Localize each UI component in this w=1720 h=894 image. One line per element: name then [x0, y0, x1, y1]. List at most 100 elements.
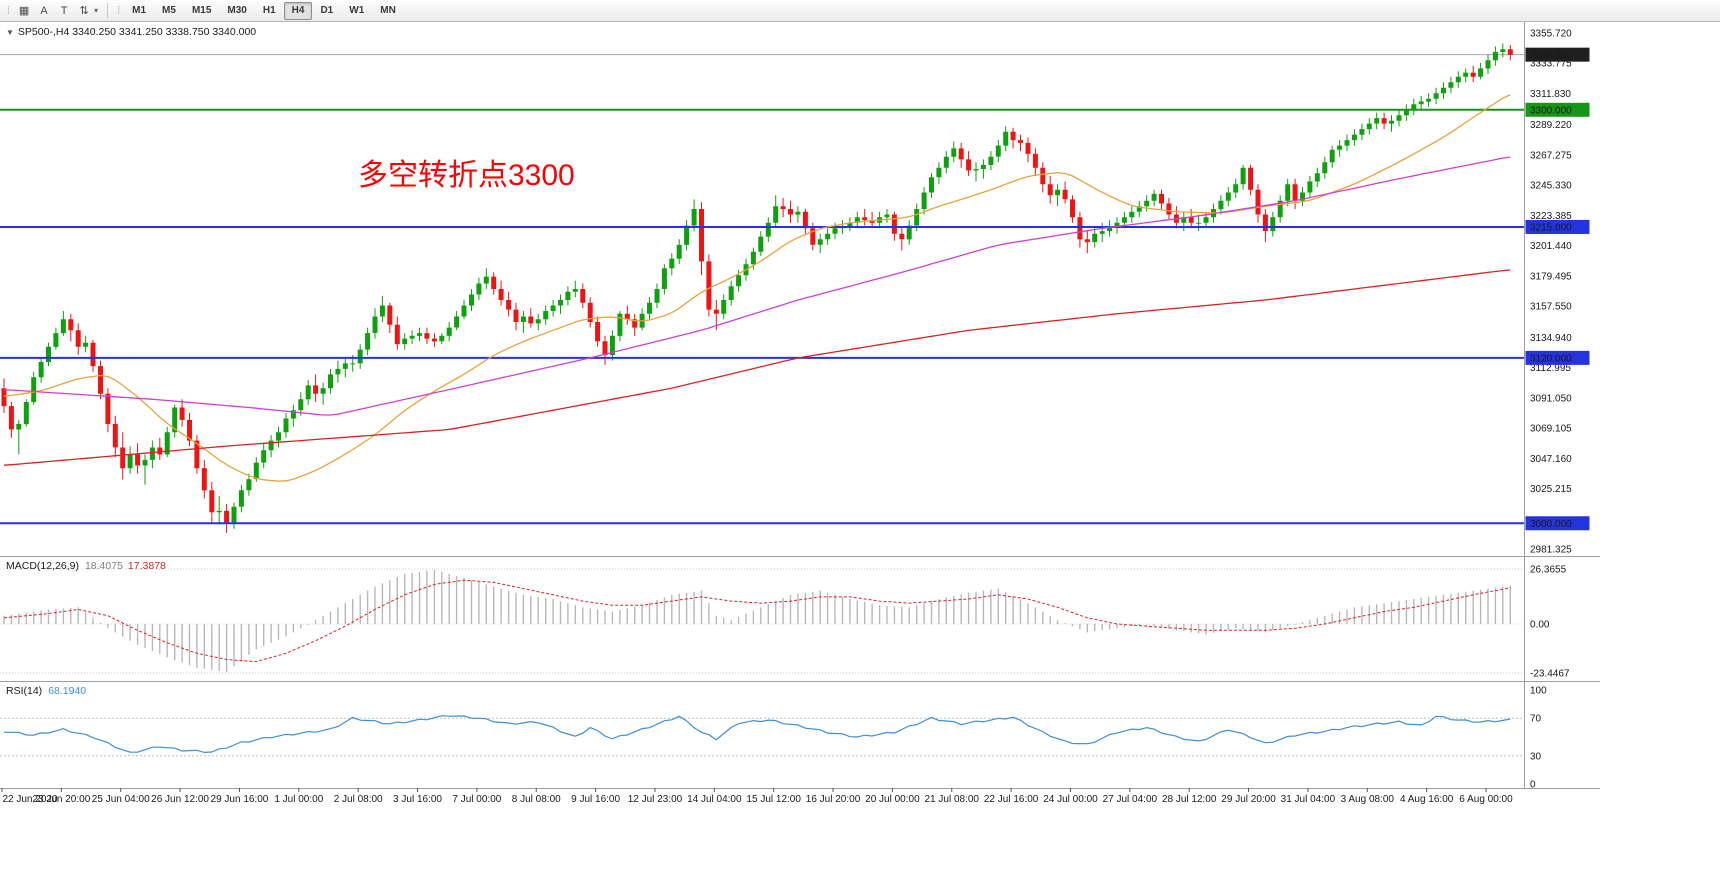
price-axis-label: 3069.105	[1530, 424, 1572, 435]
price-axis-label: 3025.215	[1530, 484, 1572, 495]
chart-window-tool-icon[interactable]: ▦	[18, 5, 30, 17]
tools-toolbar: ▦ A T ⇅	[14, 2, 94, 20]
badge-text: 3120.000	[1530, 353, 1572, 364]
price-axis-label: 3201.440	[1530, 241, 1572, 252]
timeframe-button-w1[interactable]: W1	[349, 5, 365, 16]
timeframe-button-m1[interactable]: M1	[132, 5, 147, 16]
time-axis-label: 2 Jul 08:00	[334, 794, 383, 805]
timeframe-button-m15[interactable]: M15	[191, 5, 212, 16]
symbol-info-label: ▼ SP500-,H4 3340.250 3341.250 3338.750 33…	[6, 26, 256, 38]
price-axis-label: 3333.775	[1530, 59, 1572, 70]
time-axis-label: 22 Jul 16:00	[984, 794, 1039, 805]
chart-annotation-text[interactable]: 多空转折点3300	[358, 159, 575, 192]
ma-fast-orange	[3, 94, 1511, 482]
price-axis-label: 3112.995	[1530, 363, 1571, 374]
badge-text: 3340.000	[1530, 50, 1572, 61]
ma-mid-magenta	[3, 156, 1511, 416]
collapse-arrow-icon[interactable]: ▼	[6, 28, 14, 37]
timeframe-button-m30[interactable]: M30	[227, 5, 247, 16]
price-axis-label: 3047.160	[1530, 454, 1572, 465]
rsi-axis-label: 100	[1530, 686, 1547, 697]
time-axis-label: 26 Jun 12:00	[151, 794, 209, 805]
time-axis-label: 15 Jul 12:00	[746, 794, 801, 805]
macd-axis-label: 26.3655	[1530, 565, 1567, 576]
price-axis-label: 2981.325	[1530, 545, 1572, 556]
top-toolbar: ⁞ ▦ A T ⇅ ▾ ⁞ M1 M5 M15 M30 H1 H4 D1 W1 MN	[0, 0, 1720, 22]
time-axis-label: 20 Jul 00:00	[865, 794, 920, 805]
symbol-ohlc-text: SP500-,H4 3340.250 3341.250 3338.750 334…	[17, 26, 257, 38]
timeframe-button-d1[interactable]: D1	[320, 5, 334, 16]
toolbar-grip[interactable]: ⁞	[7, 4, 11, 17]
timeframe-button-m5[interactable]: M5	[162, 5, 176, 16]
badge-rect	[1525, 47, 1590, 62]
badge-text: 3300.000	[1530, 105, 1572, 116]
price-axis-label: 3157.550	[1530, 302, 1572, 313]
rsi-indicator-label: RSI(14) 68.1940	[6, 685, 86, 697]
price-axis-label: 3267.275	[1530, 150, 1572, 161]
toolbar-separator	[107, 3, 109, 18]
price-marker-badge-3300.000: 3300.000	[1525, 102, 1590, 117]
price-axis-label: 3223.385	[1530, 211, 1572, 222]
text-annotation-tool-icon[interactable]: A	[40, 4, 48, 17]
time-axis-label: 3 Jul 16:00	[393, 794, 442, 805]
badge-text: 3000.000	[1530, 519, 1572, 530]
macd-signal-line	[3, 579, 1511, 663]
tools-dropdown-chevron-icon[interactable]: ▾	[94, 6, 99, 15]
macd-name: MACD(12,26,9)	[6, 560, 79, 572]
text-label-tool-icon[interactable]: T	[60, 4, 68, 17]
time-axis-label: 27 Jul 04:00	[1103, 794, 1158, 805]
rsi-line	[3, 715, 1511, 754]
timeframe-toolbar-grip[interactable]: ⁞	[117, 4, 121, 17]
timeframe-button-mn[interactable]: MN	[380, 5, 396, 16]
macd-axis-label: 0.00	[1530, 620, 1550, 631]
time-axis-label: 4 Aug 16:00	[1400, 794, 1454, 805]
price-axis-label: 3179.495	[1530, 271, 1572, 282]
time-axis-label: 25 Jun 04:00	[92, 794, 150, 805]
time-axis-label: 9 Jul 16:00	[571, 794, 620, 805]
time-axis-label: 8 Jul 08:00	[512, 794, 561, 805]
time-axis-label: 28 Jul 12:00	[1162, 794, 1217, 805]
rsi-axis-label: 30	[1530, 751, 1542, 762]
timeframe-toolbar: M1 M5 M15 M30 H1 H4 D1 W1 MN	[124, 1, 404, 20]
time-axis-label: 12 Jul 23:00	[628, 794, 683, 805]
price-axis-label: 3355.720	[1530, 29, 1572, 40]
time-axis-label: 22 Jun 2020	[2, 794, 57, 805]
rsi-axis-label: 70	[1530, 714, 1542, 725]
time-axis-label: 7 Jul 00:00	[452, 794, 501, 805]
price-axis-label: 3245.330	[1530, 181, 1572, 192]
ma-slow-red	[3, 269, 1511, 466]
chart-background	[0, 22, 1720, 894]
price-axis-label: 3134.940	[1530, 333, 1572, 344]
price-axis-label: 3311.830	[1530, 89, 1571, 100]
macd-indicator-label: MACD(12,26,9) 18.4075 17.3878	[6, 560, 166, 572]
rsi-name: RSI(14)	[6, 685, 43, 697]
time-axis-label: 29 Jun 16:00	[211, 794, 269, 805]
price-marker-badge-3215.000: 3215.000	[1525, 219, 1590, 234]
timeframe-button-h1[interactable]: H1	[262, 5, 276, 16]
time-axis-label: 31 Jul 04:00	[1281, 794, 1336, 805]
rsi-axis-label: 0	[1530, 780, 1536, 791]
time-axis-label: 21 Jul 08:00	[925, 794, 980, 805]
macd-axis-label: -23.4467	[1530, 669, 1570, 680]
badge-rect	[1525, 102, 1590, 117]
time-axis-label: 23 Jun 20:00	[32, 794, 90, 805]
price-marker-badge-3340.000: 3340.000	[1525, 47, 1590, 62]
macd-main-value: 18.4075	[84, 560, 123, 572]
price-axis-label: 3091.050	[1530, 393, 1572, 404]
badge-rect	[1525, 219, 1590, 234]
macd-signal-value: 17.3878	[127, 560, 166, 572]
time-axis-label: 6 Aug 00:00	[1459, 794, 1513, 805]
price-axis-label: 3289.220	[1530, 120, 1572, 131]
rsi-value: 68.1940	[48, 685, 87, 697]
time-axis-label: 1 Jul 00:00	[274, 794, 323, 805]
time-axis-label: 3 Aug 08:00	[1341, 794, 1395, 805]
badge-text: 3215.000	[1530, 222, 1572, 233]
badge-rect	[1525, 516, 1590, 531]
price-marker-badge-3120.000: 3120.000	[1525, 350, 1590, 365]
scale-tool-icon[interactable]: ⇅	[79, 5, 89, 17]
time-axis-label: 24 Jul 00:00	[1043, 794, 1098, 805]
price-marker-badge-3000.000: 3000.000	[1525, 516, 1590, 531]
time-axis-label: 14 Jul 04:00	[687, 794, 742, 805]
timeframe-button-h4[interactable]: H4	[283, 1, 313, 20]
